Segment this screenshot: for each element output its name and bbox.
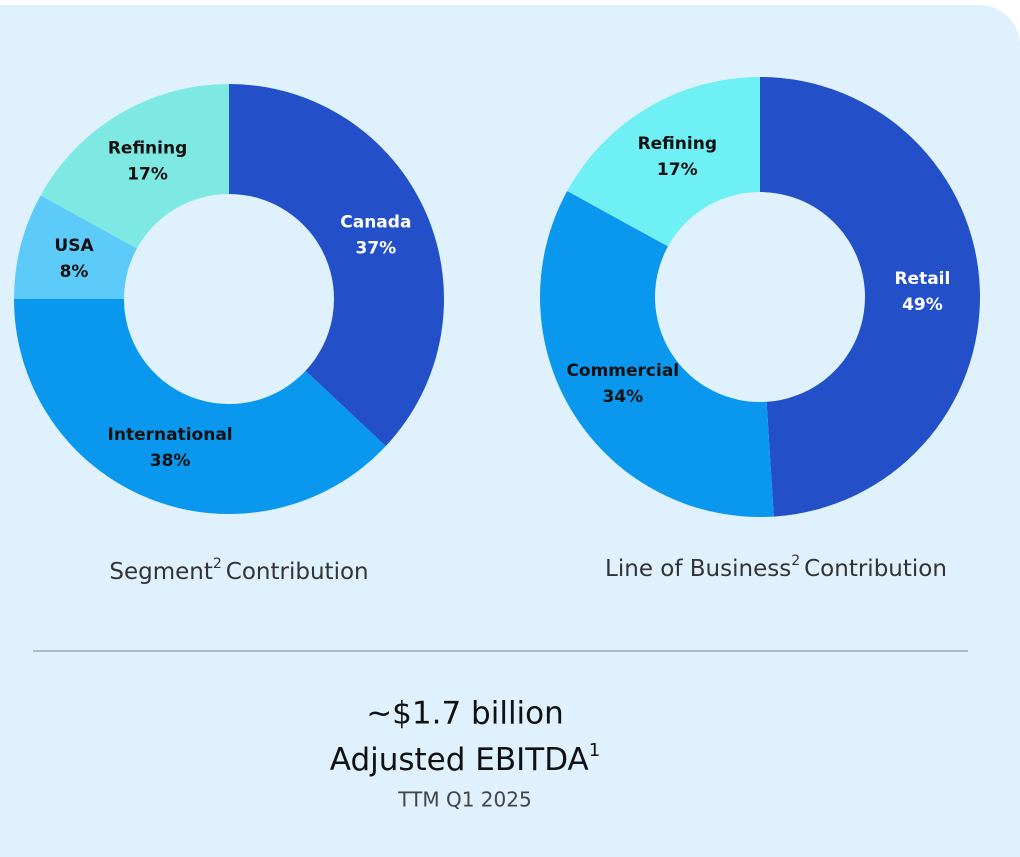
slice	[14, 195, 137, 299]
slice-value: 17%	[657, 160, 698, 180]
caption: Segment2 Contribution	[109, 556, 368, 585]
amount: ~$1.7 billion	[366, 696, 564, 732]
metric-sup: 1	[589, 740, 600, 761]
slice	[229, 84, 444, 447]
caption: Line of Business2 Contribution	[605, 553, 947, 582]
slice-label: Refining	[638, 134, 717, 154]
metric: Adjusted EBITDA1	[330, 740, 600, 778]
slice-label: Canada	[340, 212, 411, 232]
metric-text: Adjusted EBITDA	[330, 742, 589, 778]
slice-value: 38%	[150, 451, 191, 471]
caption-sup: 2	[213, 556, 222, 572]
slice	[14, 299, 386, 514]
caption-rest: Contribution	[804, 556, 947, 582]
caption-sup: 2	[791, 553, 800, 569]
slice	[760, 77, 980, 517]
slice-value: 8%	[60, 262, 89, 282]
card	[0, 5, 1020, 857]
slice-label: Retail	[894, 269, 950, 289]
slice-value: 49%	[902, 295, 943, 315]
slice-label: Refining	[108, 138, 187, 158]
slice-label: USA	[54, 236, 94, 256]
slice-value: 37%	[355, 238, 396, 258]
slice	[40, 84, 230, 249]
caption-text: Segment	[109, 559, 213, 585]
period: TTM Q1 2025	[397, 788, 531, 812]
slice-value: 17%	[127, 164, 168, 184]
slice	[567, 77, 760, 247]
caption-text: Line of Business	[605, 556, 791, 582]
slice-label: International	[108, 425, 233, 445]
slice-value: 34%	[602, 387, 643, 407]
slice	[540, 191, 774, 517]
caption-rest: Contribution	[226, 559, 369, 585]
slice-label: Commercial	[566, 361, 679, 381]
